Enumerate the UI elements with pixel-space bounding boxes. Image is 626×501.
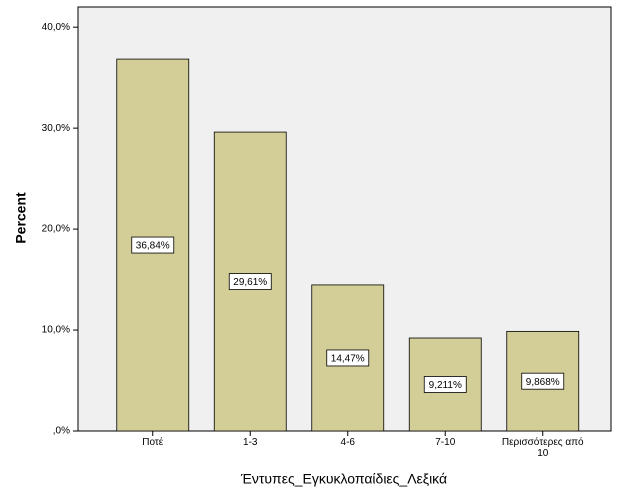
x-tick-label: Ποτέ: [142, 437, 164, 448]
x-axis-title: Έντυπες_Εγκυκλοπαίδιες_Λεξικά: [240, 471, 447, 487]
value-label: 36,84%: [136, 241, 170, 252]
value-label-box: [228, 273, 272, 290]
y-tick-label: 10,0%: [42, 325, 70, 336]
value-label-box: [131, 236, 175, 254]
value-label: 14,47%: [331, 354, 365, 365]
y-axis-title: Percent: [13, 192, 29, 244]
y-tick-label: 40,0%: [42, 22, 70, 33]
y-tick-label: 30,0%: [42, 123, 70, 134]
value-label: 9,211%: [429, 380, 462, 391]
x-tick-label: 1-3: [243, 437, 258, 448]
value-label-box: [423, 376, 467, 393]
x-tick-label: Περισσότερες από 10: [501, 437, 584, 459]
value-label-box: [326, 349, 370, 367]
y-tick-label: 20,0%: [42, 224, 70, 235]
x-tick-label: 7-10: [435, 437, 456, 448]
x-tick-label: 4-6: [340, 437, 355, 448]
value-label: 29,61%: [233, 277, 267, 288]
y-tick-label: ,0%: [53, 426, 70, 437]
value-label-box: [521, 372, 565, 390]
value-label: 9,868%: [526, 377, 560, 388]
